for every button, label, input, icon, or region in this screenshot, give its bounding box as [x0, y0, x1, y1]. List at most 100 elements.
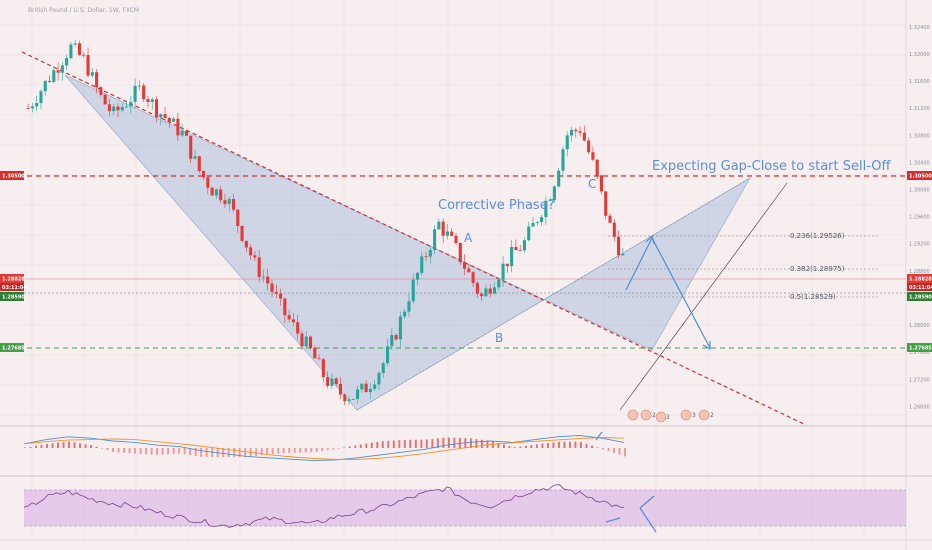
price-tick-label: 1.32400 [909, 25, 930, 31]
candle [219, 185, 223, 204]
left-tag-countdown: 03:11:04 [0, 283, 27, 291]
macd-bar [40, 444, 43, 448]
macd-bar [57, 442, 60, 448]
macd-bar [530, 445, 533, 448]
candle [454, 233, 458, 246]
candle [343, 393, 347, 406]
candle [390, 328, 394, 350]
macd-bar [117, 448, 120, 453]
macd-bar [480, 439, 483, 448]
macd-bar [101, 448, 104, 449]
fib-label-500: 0.5(1.28529) [790, 293, 836, 301]
candle [544, 196, 548, 225]
macd-bar [387, 440, 390, 448]
projection-line [619, 182, 788, 411]
event-marker[interactable]: 3 [680, 409, 696, 421]
candle [176, 112, 180, 142]
macd-bar [156, 448, 159, 455]
price-tag-previous: 1.28590 [907, 292, 932, 301]
macd-bar [348, 446, 351, 448]
macd-bar [365, 443, 368, 448]
event-marker[interactable]: 2 [698, 409, 714, 421]
macd-bar [354, 445, 357, 448]
macd-bar [200, 448, 203, 457]
candle [197, 155, 201, 174]
macd-bar [277, 448, 280, 454]
price-axis[interactable]: 1.268001.272001.276001.280001.284001.288… [905, 0, 932, 550]
candle [480, 292, 484, 301]
rsi-band [24, 490, 906, 526]
candle [69, 42, 73, 60]
macd-bar [233, 448, 236, 458]
left-tag-previous: 1.28590 [0, 292, 25, 301]
macd-bar [255, 448, 258, 456]
event-marker[interactable]: 3 [655, 411, 670, 423]
macd-bar [134, 448, 137, 454]
macd-bar [205, 448, 208, 458]
macd-bar [563, 441, 566, 448]
candle [120, 103, 124, 113]
candle [475, 281, 479, 299]
svg-text:1.27685: 1.27685 [2, 346, 25, 352]
macd-bar [409, 439, 412, 448]
macd-bar [414, 439, 417, 448]
candle [223, 194, 227, 208]
macd-bar [541, 443, 544, 448]
candle [445, 224, 449, 240]
macd-pane[interactable] [0, 425, 932, 462]
macd-bar [321, 448, 324, 452]
candle [82, 51, 86, 58]
candle [283, 297, 287, 324]
macd-bar [568, 441, 571, 448]
price-tick-label: 1.26800 [909, 404, 930, 410]
candle [274, 284, 278, 299]
candle [133, 78, 137, 109]
macd-bar [398, 440, 401, 448]
macd-bar [310, 448, 313, 453]
candle [313, 345, 317, 359]
candle [146, 95, 150, 108]
macd-bar [524, 445, 527, 448]
candle [206, 174, 210, 195]
candle [159, 113, 163, 126]
candle [411, 273, 415, 304]
candle [415, 271, 420, 286]
macd-bar [381, 441, 384, 448]
candle [488, 284, 492, 298]
macd-bar [601, 448, 604, 450]
candle [261, 269, 265, 283]
macd-bar [194, 448, 197, 456]
candle [172, 116, 176, 123]
candle [467, 264, 471, 273]
rsi-pane[interactable] [0, 475, 932, 533]
macd-bar [271, 448, 274, 455]
candle [373, 380, 377, 392]
price-tick-label: 1.30400 [909, 160, 930, 166]
macd-bar [359, 444, 362, 448]
candle [180, 123, 184, 138]
event-markers[interactable]: 2 2 3 3 2 [627, 409, 714, 423]
macd-bar [73, 442, 76, 448]
macd-bar [513, 447, 516, 448]
candle [591, 146, 595, 162]
candle [137, 80, 141, 91]
candle [296, 315, 300, 340]
macd-bar [552, 442, 555, 448]
candle [364, 380, 368, 393]
candle [279, 288, 283, 306]
price-tick-label: 1.28800 [909, 269, 930, 275]
event-marker[interactable]: 2 [640, 409, 656, 421]
svg-text:3: 3 [692, 412, 696, 419]
candle [112, 103, 116, 115]
candle [557, 168, 561, 188]
macd-bar [624, 448, 626, 457]
macd-bar [167, 448, 170, 455]
candle [356, 385, 360, 404]
candle [107, 98, 111, 117]
left-tag-current: 1.28828 [0, 274, 25, 283]
candle [30, 102, 34, 113]
symbol-title: British Pound / U.S. Dollar, 1W, FXCM [28, 7, 139, 14]
macd-bar [227, 448, 230, 458]
candle [77, 40, 82, 57]
